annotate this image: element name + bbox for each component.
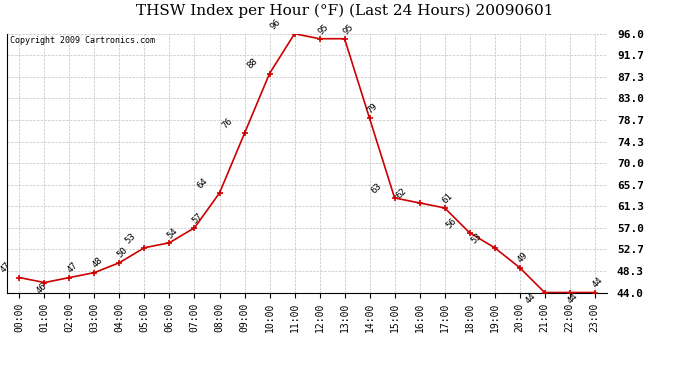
Text: 46: 46 <box>34 281 48 295</box>
Text: 64: 64 <box>196 176 210 190</box>
Text: Copyright 2009 Cartronics.com: Copyright 2009 Cartronics.com <box>10 36 155 45</box>
Text: 53: 53 <box>470 231 484 245</box>
Text: 63: 63 <box>370 181 384 195</box>
Text: 47: 47 <box>0 261 12 275</box>
Text: 61: 61 <box>440 191 455 205</box>
Text: 48: 48 <box>90 256 104 270</box>
Text: 57: 57 <box>190 211 204 225</box>
Text: 76: 76 <box>221 117 235 130</box>
Text: 53: 53 <box>124 231 137 245</box>
Text: 56: 56 <box>444 216 459 230</box>
Text: 79: 79 <box>366 102 380 115</box>
Text: 50: 50 <box>115 246 129 260</box>
Text: 49: 49 <box>515 251 529 265</box>
Text: 62: 62 <box>395 186 408 200</box>
Text: 96: 96 <box>268 17 282 31</box>
Text: 95: 95 <box>342 22 356 36</box>
Text: 44: 44 <box>566 291 580 305</box>
Text: 47: 47 <box>66 261 79 275</box>
Text: THSW Index per Hour (°F) (Last 24 Hours) 20090601: THSW Index per Hour (°F) (Last 24 Hours)… <box>136 4 554 18</box>
Text: 95: 95 <box>317 22 331 36</box>
Text: 88: 88 <box>246 57 260 71</box>
Text: 54: 54 <box>166 226 179 240</box>
Text: 44: 44 <box>524 291 538 305</box>
Text: 44: 44 <box>591 276 604 290</box>
